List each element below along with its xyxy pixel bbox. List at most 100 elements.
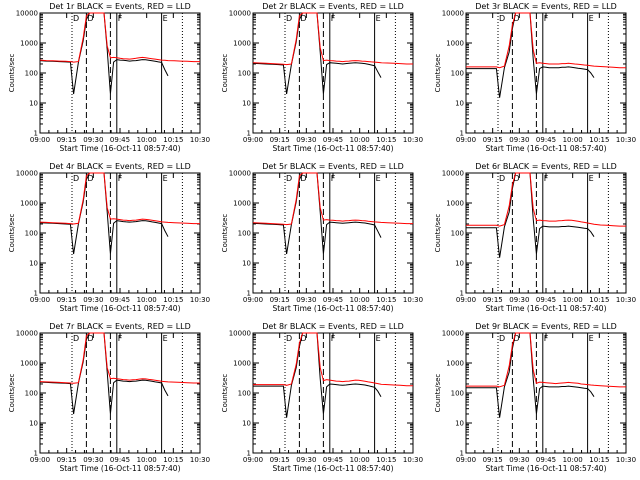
y-tick-label: 1 <box>247 290 251 298</box>
event-flag: D <box>286 334 292 343</box>
y-tick-label: 100 <box>451 230 464 238</box>
event-flag: D <box>87 334 93 343</box>
y-tick-label: 10 <box>455 420 464 428</box>
chart-title: Det 7r BLACK = Events, RED = LLD <box>49 322 191 331</box>
event-flag: E <box>163 14 168 23</box>
event-flag: F <box>331 174 336 183</box>
x-axis-label: Start Time (16-Oct-11 08:57:40) <box>485 304 606 313</box>
event-flag: F <box>331 14 336 23</box>
event-flag: D <box>73 174 79 183</box>
x-tick-label: 09:15 <box>57 456 77 464</box>
y-axis-label: Counts/sec <box>434 214 442 253</box>
event-flag: D <box>300 174 306 183</box>
x-axis-label: Start Time (16-Oct-11 08:57:40) <box>272 464 393 473</box>
plot-frame <box>465 332 627 454</box>
event-flag: D <box>286 14 292 23</box>
event-flag: D <box>73 14 79 23</box>
x-tick-label: 09:15 <box>270 296 290 304</box>
y-tick-label: 10 <box>242 100 251 108</box>
chart-panel-8: Det 8r BLACK = Events, RED = LLD 1 10 100 10… <box>221 322 423 473</box>
x-tick-label: 10:00 <box>137 136 157 144</box>
y-tick-label: 1 <box>460 130 464 138</box>
y-tick-label: 10 <box>29 100 38 108</box>
event-flag: E <box>163 174 168 183</box>
chart-title: Det 3r BLACK = Events, RED = LLD <box>475 2 617 11</box>
x-tick-label: 10:00 <box>137 456 157 464</box>
y-tick-label: 100 <box>25 230 38 238</box>
series-events-line <box>39 12 169 95</box>
chart-title: Det 1r BLACK = Events, RED = LLD <box>49 2 191 11</box>
chart-panel-7: Det 7r BLACK = Events, RED = LLD 1 10 100 10… <box>8 322 210 473</box>
event-flag: D <box>87 174 93 183</box>
plot-frame <box>39 12 201 134</box>
x-axis-label: Start Time (16-Oct-11 08:57:40) <box>59 304 180 313</box>
y-tick-label: 10000 <box>16 330 38 338</box>
series-events-line <box>253 332 382 418</box>
event-flag: D <box>513 334 519 343</box>
x-tick-label: 09:15 <box>57 296 77 304</box>
y-tick-label: 1000 <box>20 200 38 208</box>
x-tick-label: 09:15 <box>483 136 503 144</box>
x-tick-label: 09:00 <box>456 456 476 464</box>
y-tick-label: 1000 <box>446 40 464 48</box>
event-flag: F <box>331 334 336 343</box>
x-tick-label: 10:30 <box>190 296 210 304</box>
x-tick-label: 09:45 <box>110 136 130 144</box>
event-flag: F <box>544 14 549 23</box>
x-tick-label: 09:00 <box>243 456 263 464</box>
y-axis-label: Counts/sec <box>8 214 16 253</box>
x-tick-label: 09:30 <box>296 136 316 144</box>
x-tick-label: 09:30 <box>83 296 103 304</box>
event-flag: F <box>118 14 123 23</box>
event-flag: D <box>300 334 306 343</box>
x-axis-label: Start Time (16-Oct-11 08:57:40) <box>485 464 606 473</box>
chart-panel-5: Det 5r BLACK = Events, RED = LLD 1 10 100 10… <box>221 162 423 313</box>
x-tick-label: 09:00 <box>30 136 50 144</box>
event-flag: D <box>513 14 519 23</box>
x-tick-label: 09:45 <box>323 136 343 144</box>
x-axis-label: Start Time (16-Oct-11 08:57:40) <box>59 464 180 473</box>
x-tick-label: 10:15 <box>589 456 609 464</box>
x-tick-label: 09:15 <box>483 296 503 304</box>
x-tick-label: 09:00 <box>456 136 476 144</box>
x-tick-label: 10:00 <box>563 136 583 144</box>
event-flag: F <box>544 174 549 183</box>
x-tick-label: 09:45 <box>536 136 556 144</box>
x-tick-label: 09:30 <box>509 136 529 144</box>
y-tick-label: 10000 <box>229 10 251 18</box>
x-tick-label: 09:45 <box>536 456 556 464</box>
event-flag: D <box>499 174 505 183</box>
y-tick-label: 10 <box>455 100 464 108</box>
series-events-line <box>39 332 169 415</box>
x-axis-label: Start Time (16-Oct-11 08:57:40) <box>272 304 393 313</box>
plot-frame <box>39 332 201 454</box>
plot-frame <box>465 12 627 134</box>
y-tick-label: 1000 <box>233 360 251 368</box>
y-tick-label: 1 <box>34 290 38 298</box>
x-tick-label: 09:15 <box>483 456 503 464</box>
y-axis-label: Counts/sec <box>221 374 229 413</box>
series-lld-line <box>466 12 626 69</box>
plot-frame <box>252 332 414 454</box>
event-flag: E <box>376 334 381 343</box>
x-tick-label: 10:00 <box>350 296 370 304</box>
y-tick-label: 100 <box>25 70 38 78</box>
event-flag: D <box>87 14 93 23</box>
y-tick-label: 10000 <box>229 170 251 178</box>
y-tick-label: 10 <box>455 260 464 268</box>
series-lld-line <box>252 12 413 66</box>
y-axis-label: Counts/sec <box>8 374 16 413</box>
y-tick-label: 100 <box>451 70 464 78</box>
chart-title: Det 2r BLACK = Events, RED = LLD <box>262 2 404 11</box>
series-events-line <box>252 12 382 95</box>
series-events-line <box>466 172 595 258</box>
x-tick-label: 09:45 <box>110 296 130 304</box>
series-lld-line <box>253 332 413 387</box>
x-tick-label: 10:30 <box>403 456 423 464</box>
x-tick-label: 09:30 <box>509 296 529 304</box>
x-tick-label: 10:00 <box>563 456 583 464</box>
event-flag: E <box>589 334 594 343</box>
y-tick-label: 10 <box>242 260 251 268</box>
chart-title: Det 8r BLACK = Events, RED = LLD <box>262 322 404 331</box>
